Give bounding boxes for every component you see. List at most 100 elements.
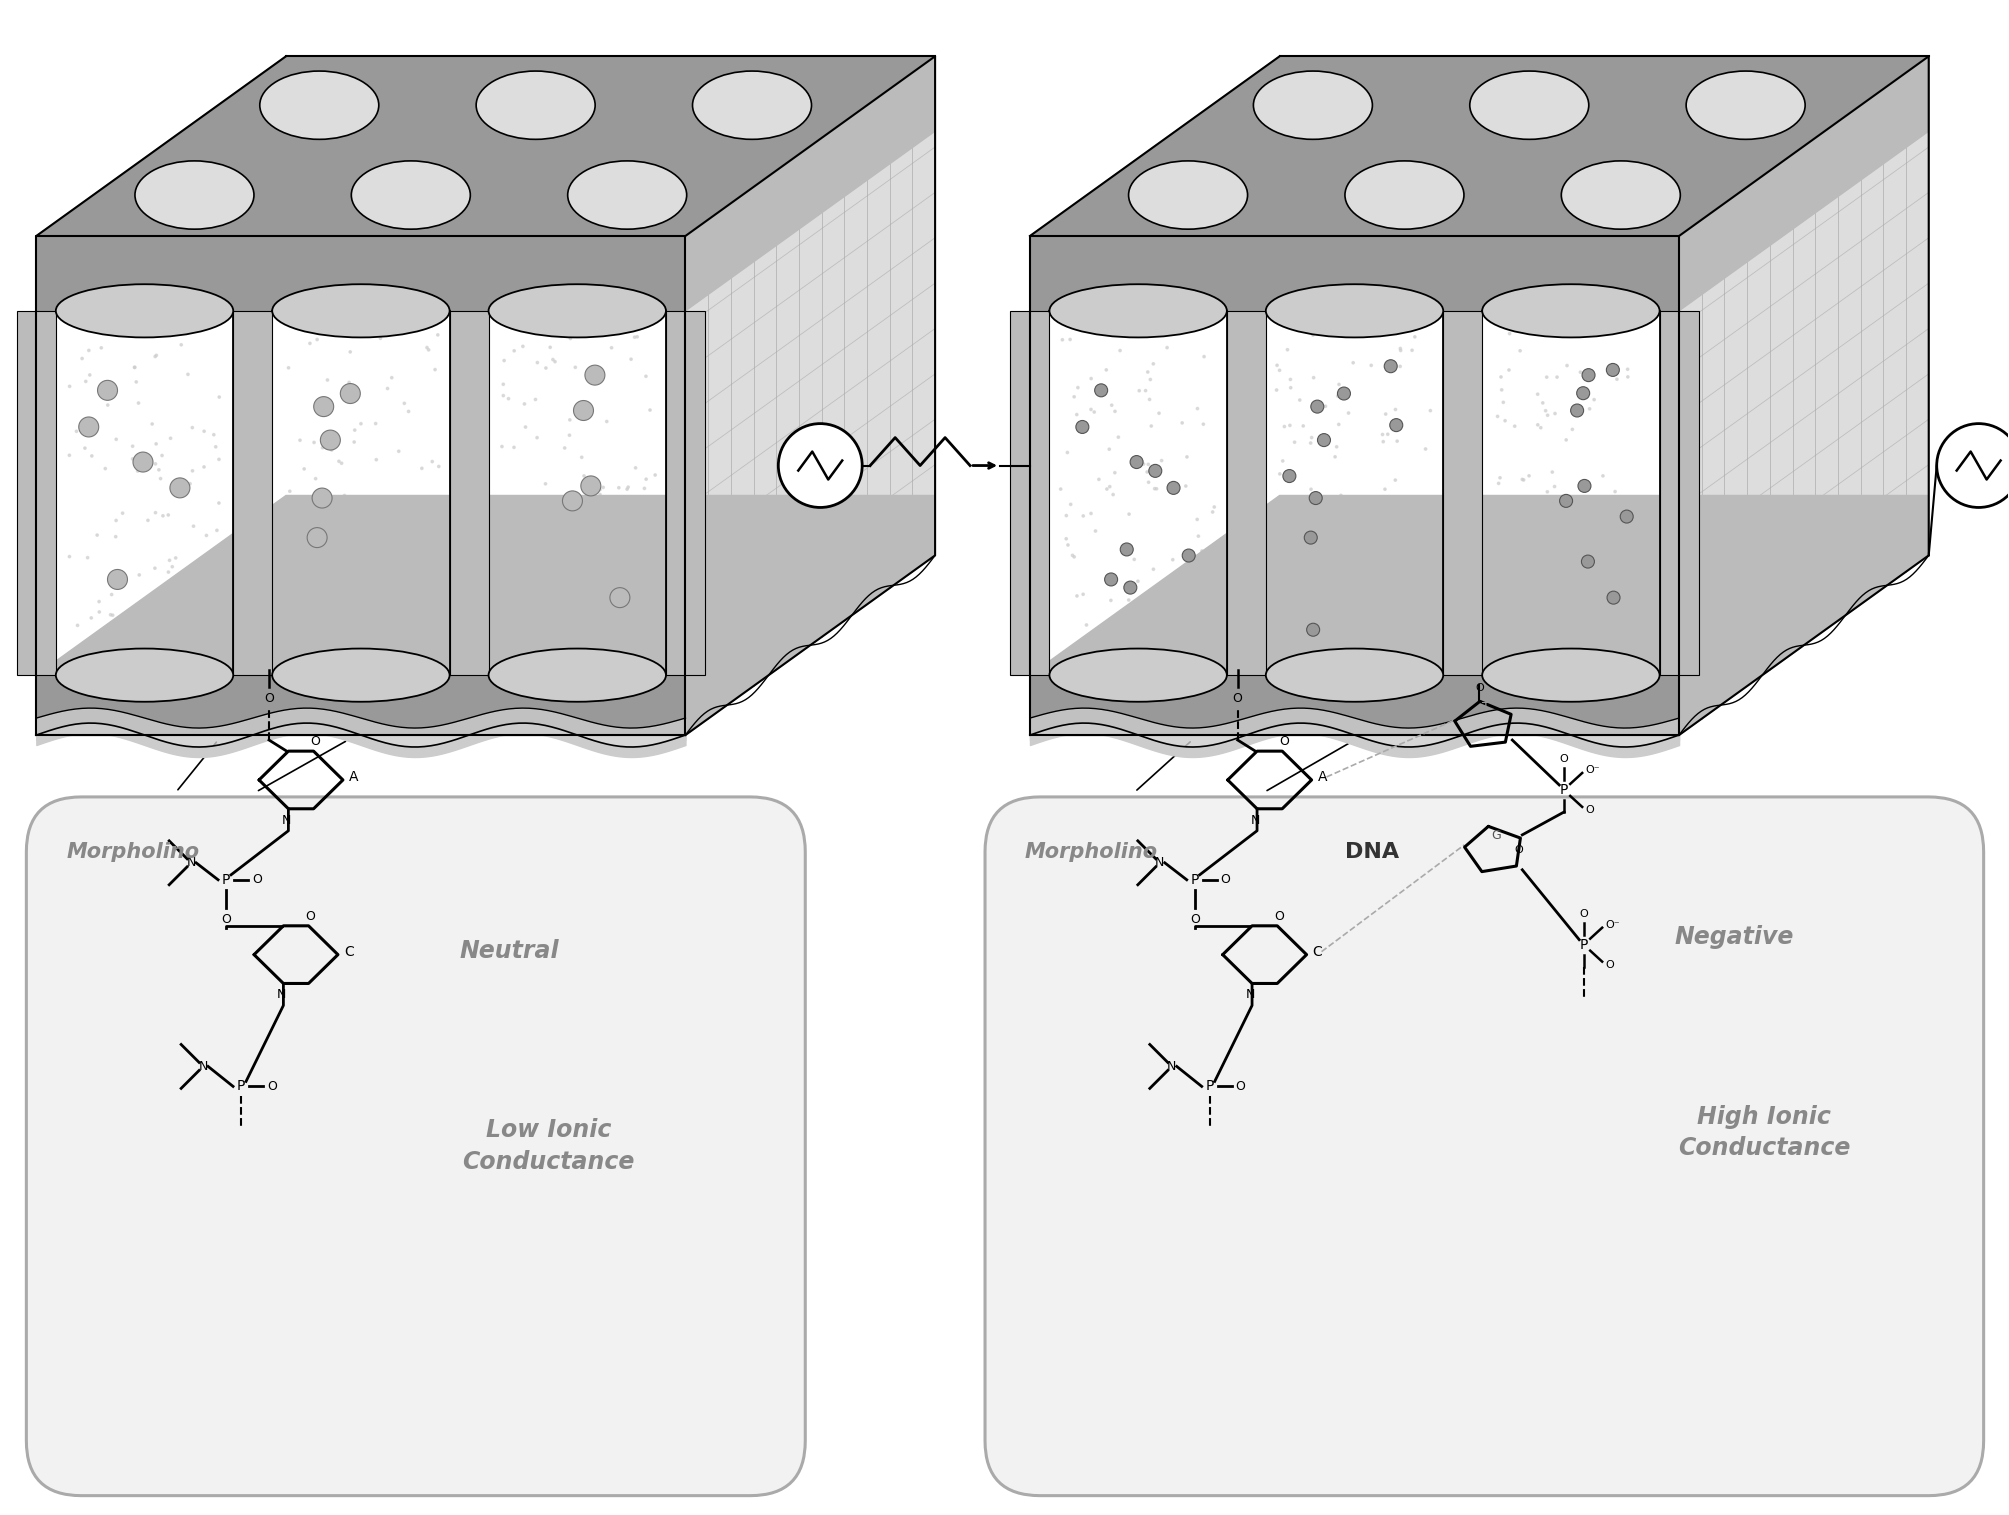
Circle shape [311, 617, 313, 620]
Circle shape [1149, 424, 1153, 427]
Circle shape [1085, 624, 1087, 626]
FancyBboxPatch shape [1659, 311, 1698, 676]
Circle shape [297, 530, 301, 532]
Circle shape [1310, 436, 1312, 439]
Circle shape [1109, 485, 1111, 488]
Circle shape [1145, 471, 1149, 473]
Circle shape [68, 385, 70, 388]
Circle shape [110, 614, 115, 617]
Circle shape [1310, 491, 1322, 504]
Circle shape [1394, 409, 1396, 411]
Ellipse shape [1483, 285, 1659, 338]
Ellipse shape [1686, 71, 1806, 139]
Circle shape [1637, 638, 1639, 641]
Ellipse shape [271, 285, 450, 338]
Circle shape [1579, 548, 1581, 550]
Circle shape [1519, 503, 1523, 506]
Circle shape [1509, 332, 1511, 335]
Circle shape [376, 459, 378, 461]
Circle shape [386, 388, 390, 389]
Circle shape [169, 438, 171, 439]
Text: O: O [309, 735, 319, 748]
Circle shape [1071, 554, 1073, 556]
Text: A: A [350, 770, 358, 783]
Circle shape [410, 544, 412, 547]
Circle shape [295, 503, 299, 506]
Circle shape [181, 344, 183, 345]
Circle shape [285, 600, 287, 603]
Circle shape [1284, 426, 1286, 427]
Circle shape [135, 380, 137, 383]
Circle shape [86, 423, 88, 424]
Circle shape [1185, 456, 1187, 458]
Polygon shape [1680, 56, 1929, 735]
Circle shape [155, 462, 157, 465]
Circle shape [1089, 512, 1093, 515]
FancyBboxPatch shape [16, 311, 56, 676]
Circle shape [1127, 598, 1129, 601]
Circle shape [1643, 580, 1645, 582]
Text: Low Ionic
Conductance: Low Ionic Conductance [462, 1118, 635, 1174]
Circle shape [581, 456, 583, 459]
Circle shape [68, 454, 70, 456]
Circle shape [1304, 532, 1318, 544]
Circle shape [191, 426, 193, 429]
Ellipse shape [476, 71, 595, 139]
Circle shape [1083, 592, 1085, 595]
Circle shape [524, 426, 526, 429]
Circle shape [344, 494, 346, 497]
Circle shape [512, 447, 514, 448]
Ellipse shape [135, 161, 253, 229]
Circle shape [219, 395, 221, 398]
Circle shape [1067, 451, 1069, 453]
Polygon shape [1031, 56, 1929, 236]
Circle shape [1541, 401, 1545, 405]
Text: N: N [199, 1060, 207, 1073]
Circle shape [96, 533, 98, 536]
Circle shape [426, 347, 428, 348]
Circle shape [1583, 583, 1585, 586]
Circle shape [1571, 608, 1575, 611]
Circle shape [390, 377, 394, 379]
Circle shape [1519, 350, 1521, 351]
Ellipse shape [1561, 161, 1680, 229]
Text: Morpholino: Morpholino [1025, 842, 1157, 862]
Circle shape [573, 501, 575, 503]
Circle shape [595, 541, 597, 544]
Text: DNA: DNA [1344, 842, 1398, 862]
Circle shape [163, 515, 165, 517]
Text: O: O [251, 873, 261, 886]
Circle shape [315, 536, 317, 539]
Circle shape [115, 520, 117, 521]
Text: Morpholino: Morpholino [66, 842, 199, 862]
Circle shape [536, 362, 538, 364]
Text: Neutral: Neutral [460, 939, 559, 962]
Polygon shape [1031, 676, 1680, 735]
Circle shape [133, 367, 137, 368]
Circle shape [1121, 542, 1133, 556]
Circle shape [1503, 401, 1505, 403]
Text: N: N [1155, 856, 1165, 870]
Circle shape [561, 335, 563, 338]
Circle shape [1153, 568, 1155, 571]
Circle shape [1302, 424, 1304, 427]
Circle shape [193, 621, 195, 623]
Ellipse shape [352, 161, 470, 229]
Circle shape [573, 400, 593, 421]
Circle shape [1497, 595, 1499, 597]
Circle shape [1553, 554, 1555, 558]
Circle shape [434, 598, 436, 601]
Circle shape [1073, 395, 1075, 398]
Circle shape [98, 380, 117, 400]
Circle shape [1145, 389, 1147, 392]
Text: O: O [267, 1080, 277, 1092]
Circle shape [1187, 603, 1189, 606]
Text: O: O [263, 692, 273, 704]
Circle shape [344, 538, 348, 541]
Circle shape [1493, 615, 1495, 617]
Circle shape [187, 373, 189, 376]
Circle shape [1143, 464, 1145, 465]
Circle shape [428, 574, 432, 577]
Circle shape [74, 430, 78, 432]
Text: O: O [1234, 692, 1244, 704]
